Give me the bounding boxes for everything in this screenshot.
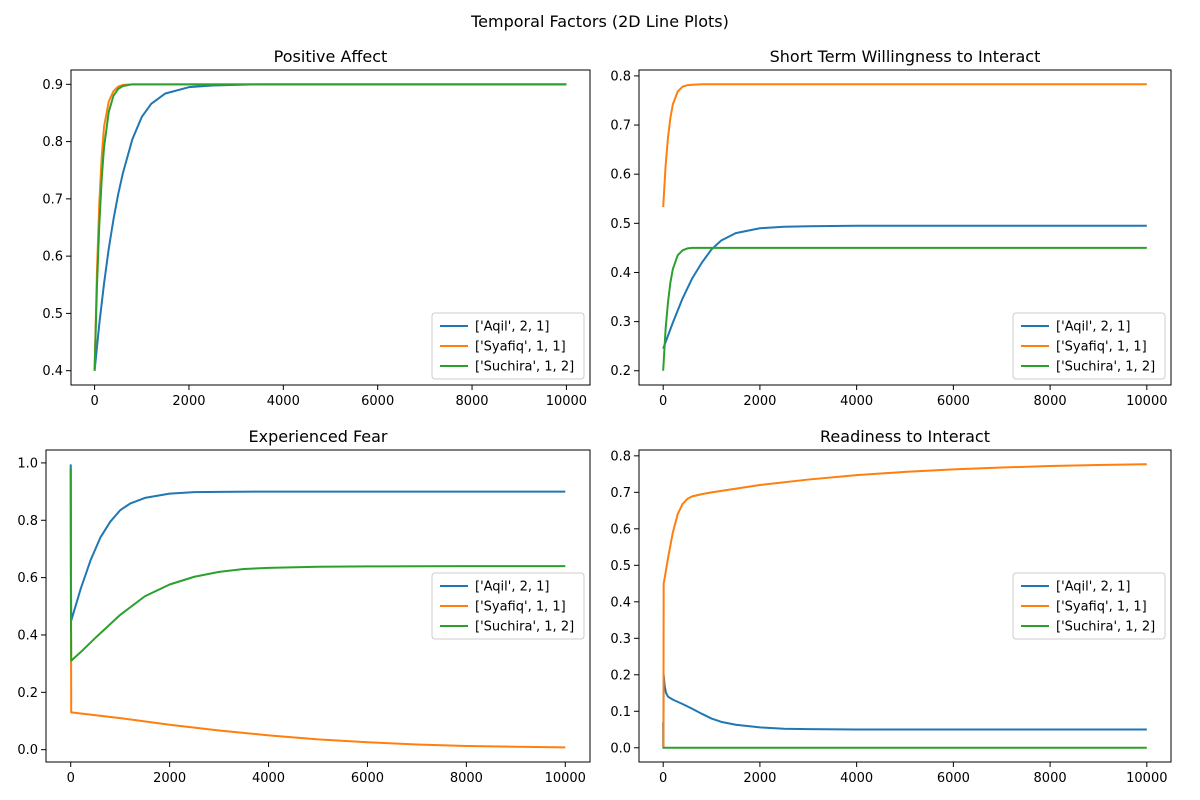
subplot-title: Short Term Willingness to Interact: [770, 47, 1041, 66]
x-tick-label: 2000: [743, 394, 776, 409]
x-tick-label: 0: [659, 771, 667, 786]
y-tick-label: 0.7: [610, 486, 631, 501]
y-tick-label: 0.2: [610, 364, 631, 379]
y-tick-label: 0.4: [610, 266, 631, 281]
x-tick-label: 6000: [351, 771, 384, 786]
axes-frame: [638, 449, 1172, 763]
x-tick-label: 2000: [153, 771, 186, 786]
x-tick-label: 0: [67, 771, 75, 786]
y-tick-label: 0.4: [610, 595, 631, 610]
series-group: [662, 83, 1147, 371]
x-tick-label: 10000: [546, 394, 587, 409]
y-tick-label: 0.8: [610, 449, 631, 464]
y-tick-label: 0.3: [610, 315, 631, 330]
y-tick-label: 0.2: [17, 686, 38, 701]
x-tick-label: 4000: [267, 394, 300, 409]
legend-entry-aqil-2-1: ['Aqil', 2, 1]: [1056, 320, 1131, 335]
y-tick-label: 0.8: [17, 514, 38, 529]
y-tick-label: 0.5: [610, 559, 631, 574]
y-tick-label: 1.0: [17, 456, 38, 471]
legend: ['Aqil', 2, 1] ['Syafiq', 1, 1] ['Suchira'…: [1012, 312, 1166, 380]
x-tick-label: 10000: [1126, 394, 1167, 409]
x-tick-label: 2000: [743, 771, 776, 786]
x-tick-label: 8000: [450, 771, 483, 786]
x-tick-label: 6000: [361, 394, 394, 409]
legend-entry-aqil-2-1: ['Aqil', 2, 1]: [1056, 580, 1131, 595]
legend-box: [431, 572, 585, 640]
x-tick-label: 10000: [1126, 771, 1167, 786]
x-tick-label: 4000: [840, 771, 873, 786]
x-tick-label: 2000: [172, 394, 205, 409]
y-tick-label: 0.6: [17, 571, 38, 586]
x-tick-label: 4000: [840, 394, 873, 409]
subplot-positive-affect: Positive Affect 0 2000 4000 6000 8000 10000 0.4…: [42, 47, 591, 409]
y-tick-label: 0.3: [610, 632, 631, 647]
y-tick-label: 0.4: [42, 364, 63, 379]
y-tick-label: 0.8: [610, 69, 631, 84]
y-tick-label: 0.9: [42, 78, 63, 93]
subplot-title: Experienced Fear: [248, 427, 387, 446]
legend: ['Aqil', 2, 1] ['Syafiq', 1, 1] ['Suchira'…: [1012, 572, 1166, 640]
legend-box: [1012, 312, 1166, 380]
legend: ['Aqil', 2, 1] ['Syafiq', 1, 1] ['Suchira'…: [431, 572, 585, 640]
legend-entry-aqil-2-1: ['Aqil', 2, 1]: [475, 320, 550, 335]
series-line-suchira-1-2: [93, 83, 567, 371]
x-tick-label: 8000: [1034, 771, 1067, 786]
x-tick-label: 0: [659, 394, 667, 409]
series-group: [662, 463, 1147, 749]
series-line-suchira-1-2: [662, 246, 1147, 371]
y-tick-label: 0.6: [610, 522, 631, 537]
y-tick-label: 0.4: [17, 628, 38, 643]
y-tick-label: 0.2: [610, 668, 631, 683]
x-tick-label: 4000: [252, 771, 285, 786]
series-group: [93, 83, 567, 371]
legend-entry-aqil-2-1: ['Aqil', 2, 1]: [475, 580, 550, 595]
y-tick-label: 0.6: [610, 168, 631, 183]
series-line-syafiq-1-1: [662, 83, 1147, 208]
series-line-suchira-1-2: [69, 467, 566, 662]
subplot-experienced-fear: Experienced Fear 0 2000 4000 6000 8000 10000 0.…: [17, 427, 591, 786]
x-tick-label: 6000: [937, 771, 970, 786]
y-tick-label: 0.0: [17, 743, 38, 758]
axes-frame: [45, 449, 591, 763]
series-line-syafiq-1-1: [662, 463, 1147, 749]
legend-entry-suchira-1-2: ['Suchira', 1, 2]: [475, 620, 574, 635]
y-tick-label: 0.1: [610, 705, 631, 720]
y-tick-label: 0.7: [42, 192, 63, 207]
legend-entry-suchira-1-2: ['Suchira', 1, 2]: [1056, 620, 1155, 635]
y-tick-label: 0.8: [42, 135, 63, 150]
subplot-title: Readiness to Interact: [820, 427, 990, 446]
series-line-aqil-2-1: [662, 224, 1147, 349]
legend-entry-syafiq-1-1: ['Syafiq', 1, 1]: [1056, 340, 1147, 355]
subplot-short-term-willingness: Short Term Willingness to Interact 0 2000 4…: [610, 47, 1172, 409]
legend-box: [1012, 572, 1166, 640]
legend: ['Aqil', 2, 1] ['Syafiq', 1, 1] ['Suchira'…: [431, 312, 585, 380]
legend-box: [431, 312, 585, 380]
series-line-aqil-2-1: [662, 673, 1147, 749]
y-tick-label: 0.6: [42, 250, 63, 265]
series-line-aqil-2-1: [69, 464, 566, 622]
figure-title: Temporal Factors (2D Line Plots): [471, 12, 729, 31]
y-tick-label: 0.5: [42, 307, 63, 322]
y-tick-label: 0.0: [610, 741, 631, 756]
legend-entry-suchira-1-2: ['Suchira', 1, 2]: [1056, 360, 1155, 375]
series-line-syafiq-1-1: [69, 468, 566, 749]
subplot-title: Positive Affect: [274, 47, 388, 66]
x-tick-label: 6000: [937, 394, 970, 409]
legend-entry-syafiq-1-1: ['Syafiq', 1, 1]: [475, 600, 566, 615]
y-tick-label: 0.7: [610, 119, 631, 134]
x-tick-label: 8000: [455, 394, 488, 409]
y-tick-label: 0.5: [610, 217, 631, 232]
axes-frame: [70, 69, 591, 386]
subplot-readiness-to-interact: Readiness to Interact 0 2000 4000 6000 8000 10…: [610, 427, 1172, 786]
legend-entry-suchira-1-2: ['Suchira', 1, 2]: [475, 360, 574, 375]
x-tick-label: 0: [90, 394, 98, 409]
legend-entry-syafiq-1-1: ['Syafiq', 1, 1]: [475, 340, 566, 355]
axes-frame: [638, 69, 1172, 386]
series-group: [69, 464, 566, 749]
x-tick-label: 10000: [545, 771, 586, 786]
legend-entry-syafiq-1-1: ['Syafiq', 1, 1]: [1056, 600, 1147, 615]
x-tick-label: 8000: [1034, 394, 1067, 409]
